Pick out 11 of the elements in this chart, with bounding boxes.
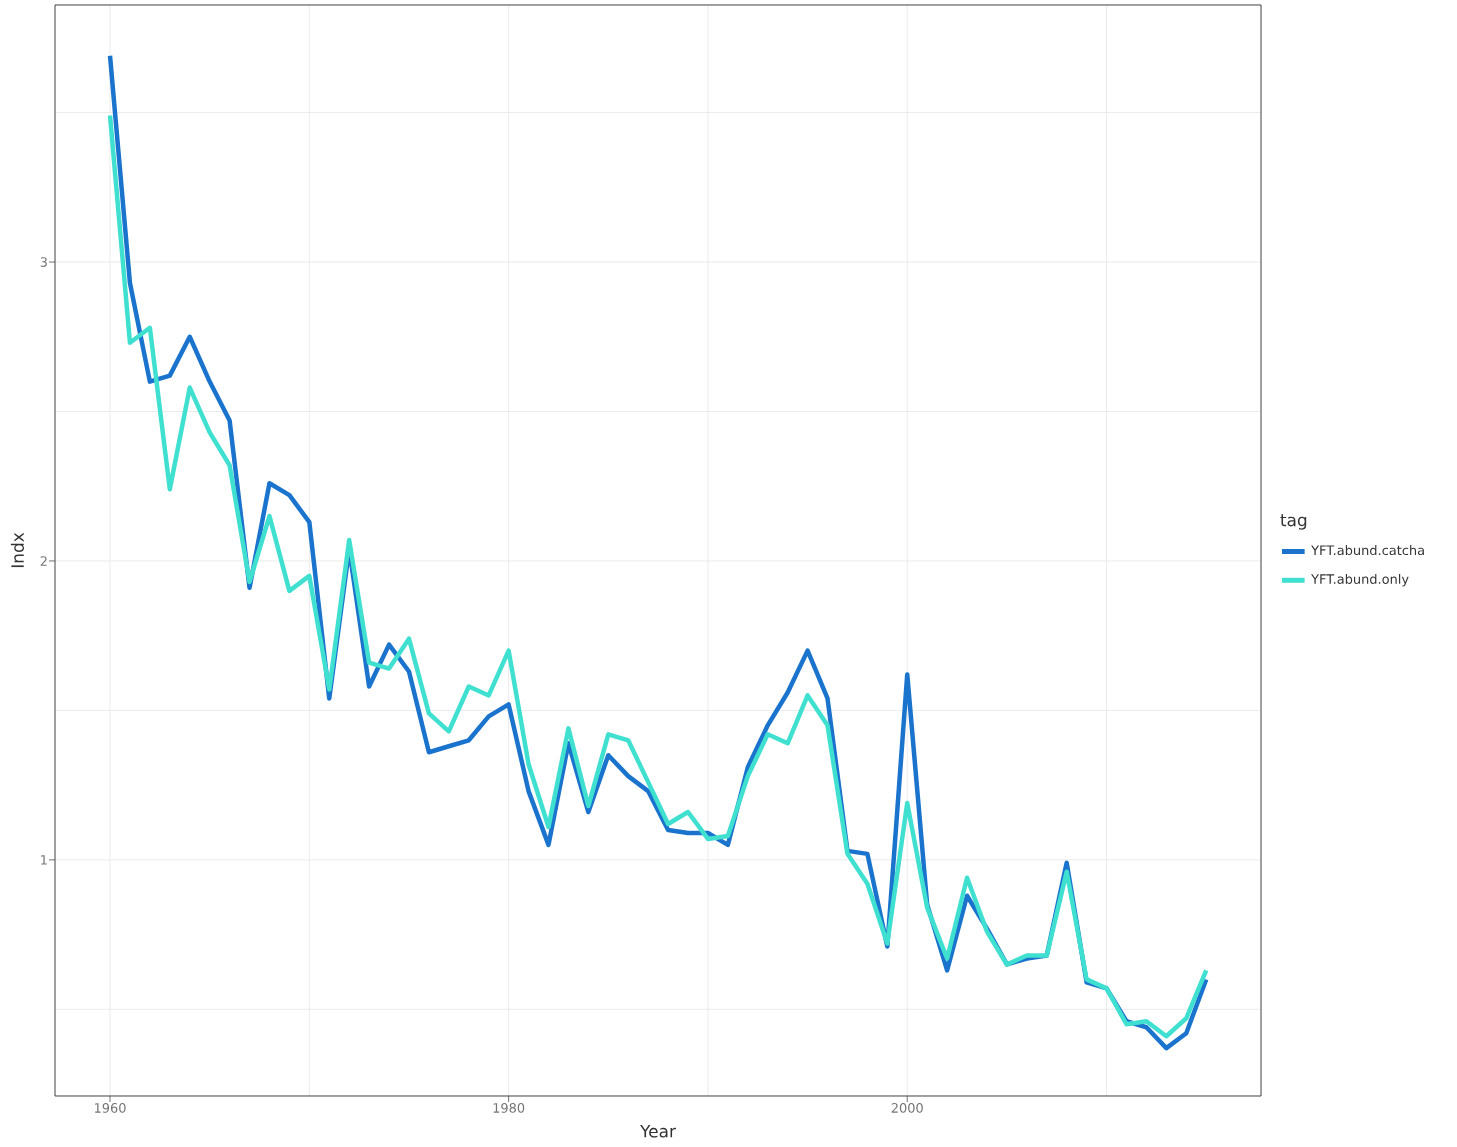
x-tick-label: 1980 [493,1103,525,1113]
y-tick-label: 2 [40,556,47,566]
y-axis-title: Indx [10,532,24,568]
legend-label: YFT.abund.catcha [1311,545,1424,556]
y-tick-label: 3 [40,257,47,267]
x-axis-title: Year [640,1125,676,1138]
x-tick-label: 1960 [94,1103,126,1113]
x-tick-label: 2000 [891,1103,923,1113]
legend-label: YFT.abund.only [1311,573,1409,587]
legend-title: tag [1280,514,1307,530]
y-tick-label: 1 [41,855,47,865]
